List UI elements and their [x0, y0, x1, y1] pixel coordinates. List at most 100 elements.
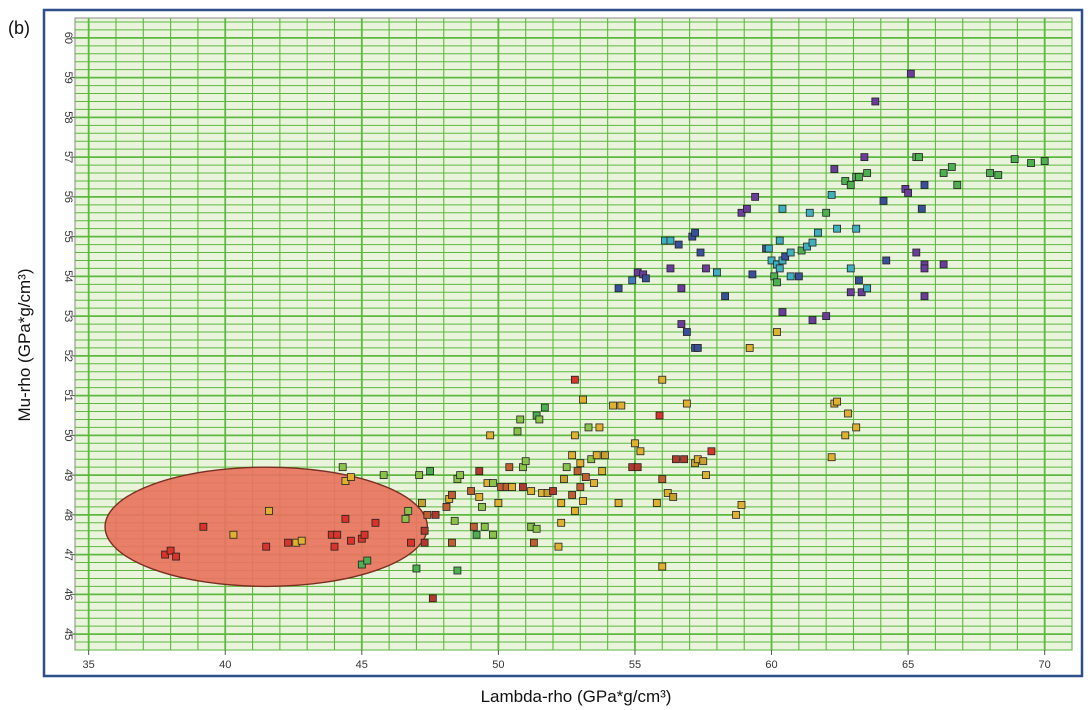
y-tick-label: 55	[62, 230, 74, 242]
y-tick-label: 47	[62, 548, 74, 560]
data-point	[456, 471, 465, 480]
data-point	[562, 463, 571, 472]
data-point	[423, 510, 432, 519]
data-point	[357, 560, 366, 569]
data-point	[1027, 159, 1035, 167]
data-point	[808, 238, 817, 247]
data-point	[407, 538, 415, 547]
data-point	[330, 542, 339, 551]
data-point	[404, 506, 413, 515]
data-point	[786, 272, 795, 281]
data-point	[939, 169, 948, 177]
data-point	[906, 69, 915, 78]
data-point	[592, 451, 601, 460]
data-point	[822, 208, 831, 217]
data-point	[939, 260, 948, 269]
data-point	[341, 477, 350, 485]
data-points	[161, 69, 1049, 603]
data-point	[852, 224, 861, 233]
data-point	[1010, 155, 1019, 164]
data-point	[442, 503, 451, 511]
data-point	[674, 240, 683, 249]
data-point	[519, 483, 527, 491]
data-point	[199, 522, 208, 531]
highlight-ellipse	[104, 466, 429, 588]
data-point	[513, 427, 522, 436]
data-point	[560, 475, 568, 483]
data-point	[581, 473, 590, 481]
data-point	[472, 530, 481, 539]
data-point	[745, 344, 754, 352]
data-point	[652, 499, 661, 507]
data-point	[570, 431, 579, 440]
data-point	[529, 538, 538, 547]
y-tick-label: 49	[62, 469, 74, 481]
data-point	[480, 522, 489, 531]
data-point	[161, 550, 170, 559]
data-point	[557, 518, 566, 527]
data-point	[573, 467, 582, 476]
data-point	[852, 423, 861, 432]
data-point	[732, 510, 740, 519]
data-point	[420, 538, 429, 547]
data-point	[833, 224, 841, 233]
data-point	[475, 493, 484, 501]
data-point	[478, 503, 486, 511]
data-point	[448, 491, 456, 499]
data-point	[262, 542, 271, 551]
data-point	[371, 518, 380, 527]
data-point	[713, 268, 721, 277]
data-point	[677, 320, 686, 328]
data-point	[570, 375, 579, 384]
data-point	[431, 510, 440, 519]
data-point	[1040, 157, 1049, 165]
x-tick-label: 35	[83, 659, 95, 671]
data-point	[489, 479, 497, 487]
data-point	[549, 487, 557, 495]
data-point	[521, 457, 530, 466]
data-point	[841, 177, 850, 185]
data-point	[767, 256, 776, 265]
x-tick-label: 60	[765, 659, 777, 671]
data-point	[614, 284, 623, 293]
x-tick-label: 40	[219, 659, 231, 671]
data-point	[775, 264, 784, 273]
data-point	[297, 536, 306, 545]
data-point	[953, 181, 962, 189]
data-point	[576, 459, 585, 468]
x-tick-label: 65	[902, 659, 914, 671]
y-tick-label: 46	[62, 588, 74, 600]
data-point	[666, 264, 675, 273]
data-point	[846, 181, 855, 189]
data-point	[737, 501, 746, 509]
data-point	[920, 264, 929, 273]
data-point	[805, 208, 814, 217]
data-point	[691, 228, 699, 237]
y-tick-label: 57	[62, 151, 74, 163]
data-point	[855, 276, 863, 285]
data-point	[469, 522, 478, 531]
data-point	[415, 471, 424, 480]
data-point	[641, 274, 650, 283]
data-point	[166, 546, 175, 555]
data-point	[494, 499, 503, 507]
data-point	[505, 463, 514, 472]
highlight-ellipse-group	[104, 466, 429, 588]
data-point	[781, 252, 790, 261]
x-tick-labels: 35 40 45 50 55 60 65 70	[83, 650, 1051, 671]
data-point	[778, 204, 787, 213]
data-point	[475, 467, 484, 476]
data-point	[601, 451, 609, 460]
data-point	[540, 403, 549, 412]
y-tick-label: 51	[62, 389, 74, 401]
data-point	[808, 316, 817, 324]
data-point	[587, 455, 596, 464]
y-tick-label: 54	[62, 270, 74, 282]
data-point	[412, 564, 421, 573]
data-point	[693, 344, 702, 352]
y-tick-label: 48	[62, 509, 74, 521]
data-point	[912, 248, 921, 257]
x-tick-label: 55	[629, 659, 641, 671]
x-tick-label: 50	[492, 659, 504, 671]
data-point	[855, 173, 863, 181]
